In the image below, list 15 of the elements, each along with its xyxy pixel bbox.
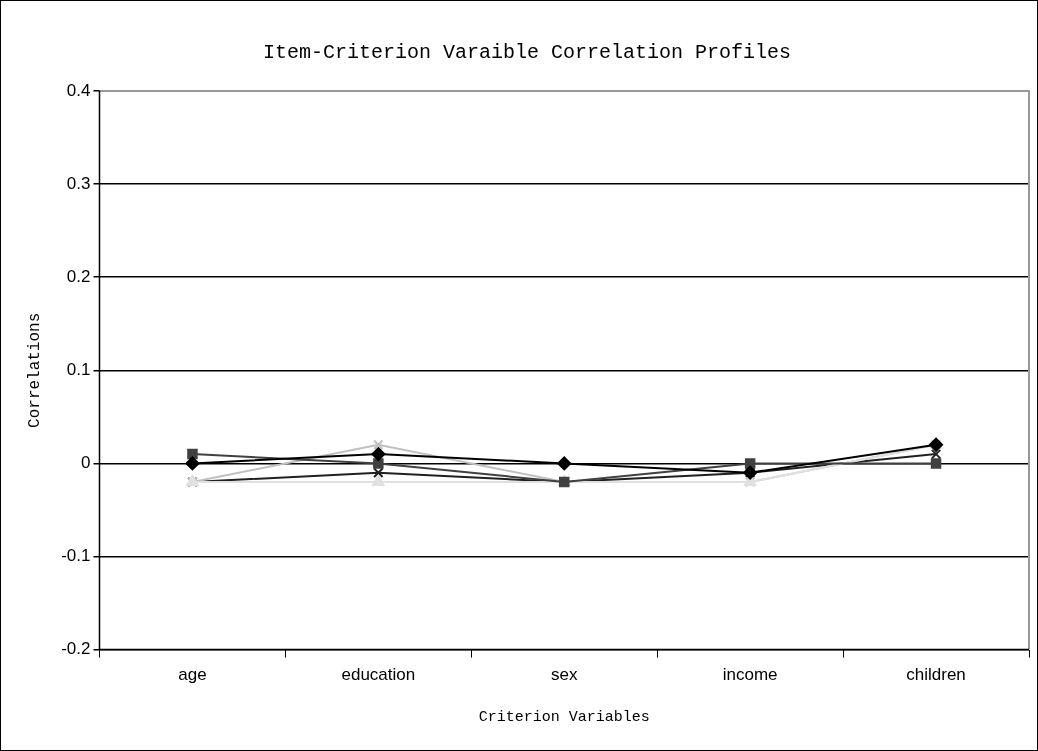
y-tick-label: -0.2 [61, 639, 91, 659]
y-tick-label: 0.3 [66, 173, 91, 193]
y-axis-title: Correlations [25, 312, 44, 428]
y-tick-label: 0.1 [66, 359, 91, 379]
x-axis-title: Criterion Variables [478, 708, 650, 726]
y-tick-label: -0.1 [61, 546, 91, 566]
y-tick-label: 0.4 [66, 80, 91, 100]
x-tick-label: children [906, 665, 966, 685]
y-tick-label: 0.2 [66, 266, 91, 286]
x-tick-label: education [341, 665, 416, 685]
y-tick-label: 0 [81, 453, 91, 473]
x-tick-label: income [722, 665, 778, 685]
x-tick-label: sex [551, 665, 578, 685]
x-tick-label: age [178, 665, 207, 685]
chart-title: Item-Criterion Varaible Correlation Profiles [262, 41, 792, 65]
